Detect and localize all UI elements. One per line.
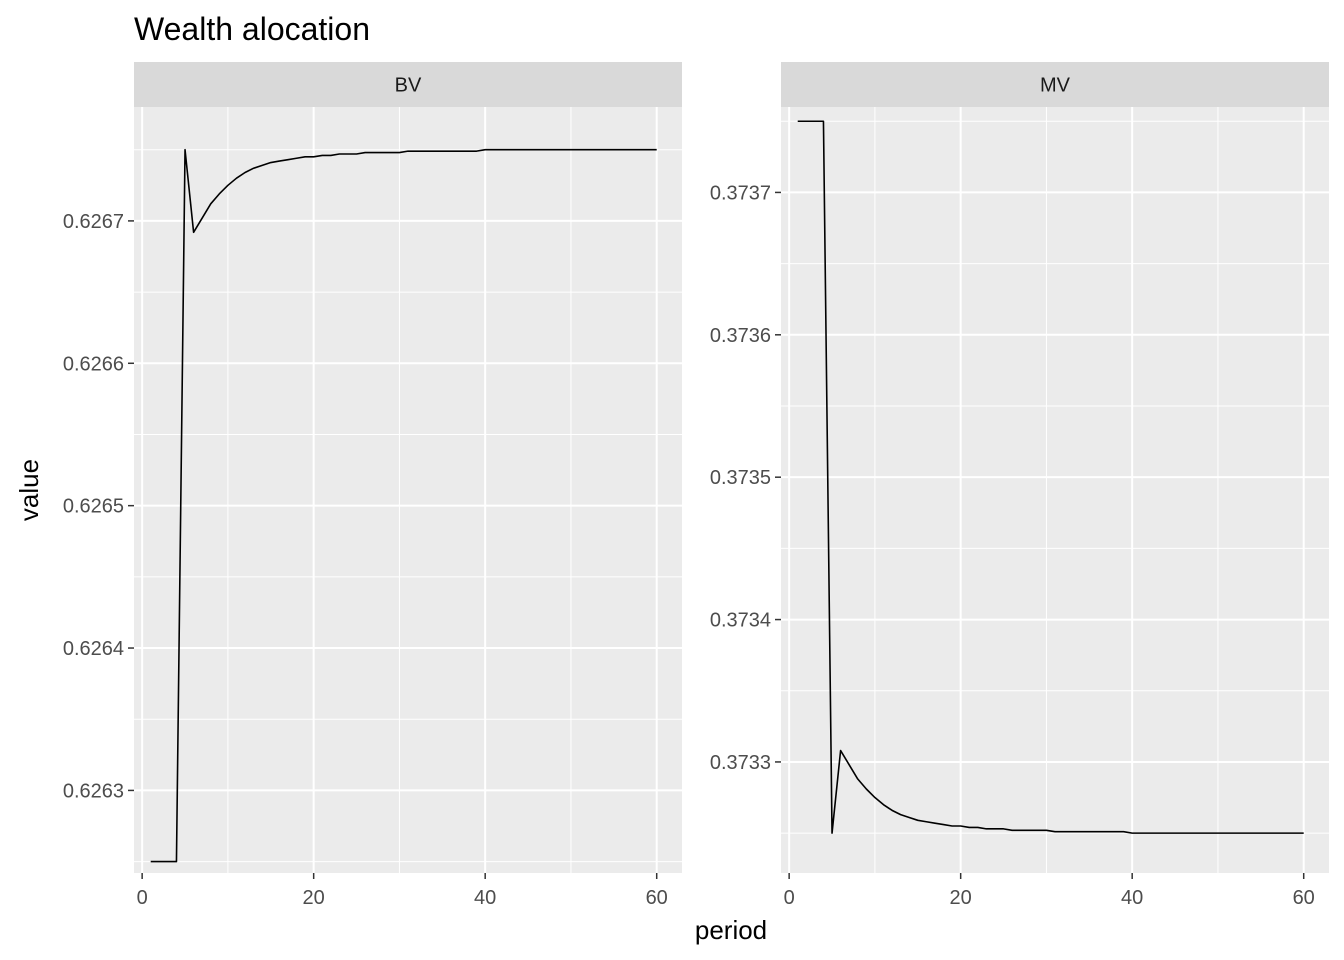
facet-panel-bv: BV 0 20 40 60 0.6263 0.6264 0.6265 0.6266 0.6267 — [63, 62, 682, 909]
x-tick-label: 0 — [137, 887, 148, 909]
facet-strip — [781, 62, 1329, 107]
x-tick-label: 60 — [1293, 887, 1315, 909]
series-line-mv — [797, 120, 1304, 834]
x-tick-label: 40 — [474, 887, 496, 909]
panel-background — [781, 107, 1329, 873]
y-tick-label: 0.6267 — [63, 211, 124, 233]
chart-title: Wealth alocation — [134, 11, 370, 47]
series-line-bv — [150, 148, 657, 863]
facet-panels: BV 0 20 40 60 0.6263 0.6264 0.6265 0.6266 0.6267 M… — [63, 62, 1329, 909]
x-tick-label: 60 — [646, 887, 668, 909]
y-tick-label: 0.3735 — [710, 467, 771, 489]
facet-panel-mv: MV 0 20 40 60 0.3733 0.3734 0.3735 0.3736 0.3737 — [710, 62, 1329, 909]
panel-background — [134, 107, 682, 873]
y-axis-title: value — [14, 459, 44, 521]
y-tick-label: 0.6264 — [63, 638, 124, 660]
x-tick-label: 40 — [1121, 887, 1143, 909]
x-tick-label: 0 — [784, 887, 795, 909]
facet-strip — [134, 62, 682, 107]
y-tick-label: 0.3733 — [710, 752, 771, 774]
facet-strip-label: BV — [395, 75, 422, 97]
y-tick-label: 0.3737 — [710, 182, 771, 204]
x-tick-label: 20 — [303, 887, 325, 909]
y-tick-label: 0.6266 — [63, 353, 124, 375]
x-tick-label: 20 — [950, 887, 972, 909]
y-tick-label: 0.3736 — [710, 325, 771, 347]
x-axis-title: period — [695, 915, 767, 945]
y-tick-label: 0.3734 — [710, 610, 771, 632]
y-tick-label: 0.6265 — [63, 496, 124, 518]
y-tick-label: 0.6263 — [63, 780, 124, 802]
facet-strip-label: MV — [1040, 75, 1071, 97]
